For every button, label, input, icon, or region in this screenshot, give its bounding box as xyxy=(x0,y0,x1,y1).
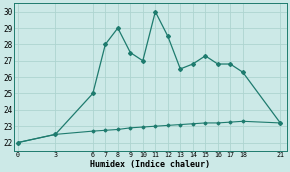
X-axis label: Humidex (Indice chaleur): Humidex (Indice chaleur) xyxy=(90,159,210,169)
